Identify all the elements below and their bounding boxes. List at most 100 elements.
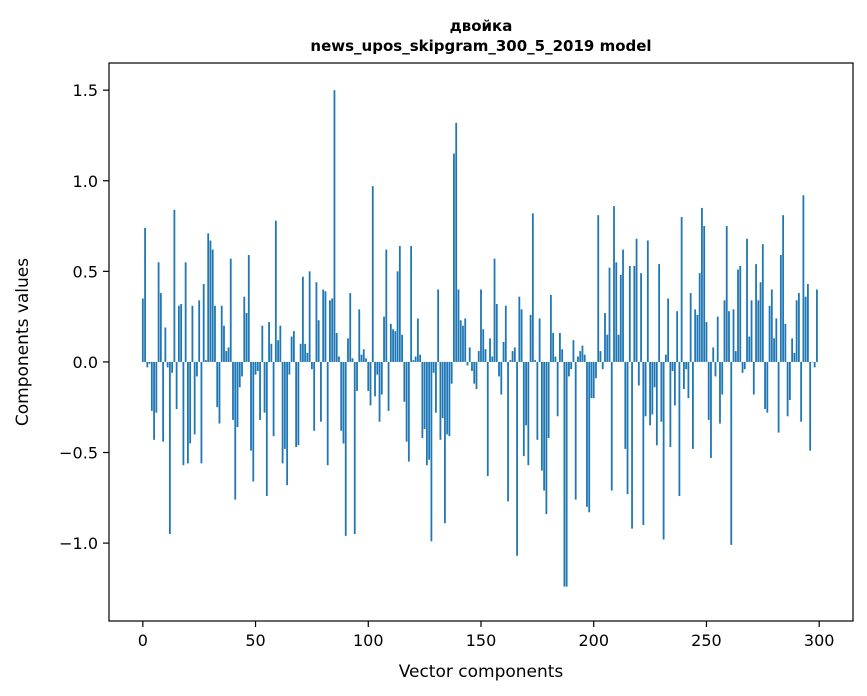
bar [604, 313, 606, 362]
bar [317, 320, 320, 362]
bar [669, 361, 672, 448]
bar [522, 361, 525, 457]
bar [480, 289, 482, 362]
bar [272, 361, 275, 437]
bar [473, 361, 476, 384]
bar [804, 296, 807, 362]
bar [640, 273, 642, 362]
bar [202, 284, 205, 362]
bar [678, 361, 681, 496]
bar [401, 334, 403, 362]
bar [283, 361, 286, 449]
bar [746, 238, 748, 362]
bar [748, 336, 751, 362]
bar [673, 361, 676, 406]
bar [800, 361, 803, 422]
x-tick-label: 50 [245, 631, 265, 650]
bar [308, 271, 311, 362]
y-tick-label: −0.5 [59, 444, 98, 463]
bar [723, 300, 726, 362]
bar [245, 313, 248, 362]
bar [342, 361, 345, 444]
bar [250, 361, 252, 451]
x-tick-label: 300 [804, 631, 835, 650]
bar [299, 343, 302, 362]
bar [739, 265, 742, 362]
bar [608, 267, 611, 362]
bar [464, 318, 467, 362]
chart-title: двойка [450, 17, 513, 35]
bar [491, 356, 494, 362]
bar [759, 282, 762, 362]
bar [241, 361, 243, 377]
bar [281, 361, 284, 464]
bar [577, 356, 579, 362]
bar [653, 361, 656, 388]
bar [425, 361, 428, 466]
bar [196, 361, 198, 377]
bar [236, 361, 239, 428]
bar [218, 361, 221, 424]
bar [376, 361, 379, 375]
bar [637, 361, 640, 386]
bar [356, 361, 358, 391]
bar [270, 343, 273, 362]
bar [714, 361, 717, 377]
bar [349, 293, 352, 362]
bar [198, 300, 201, 362]
bar [586, 361, 588, 507]
bar [232, 361, 234, 420]
bar [807, 284, 809, 362]
bar [489, 338, 491, 362]
bar [150, 361, 153, 411]
bar [360, 354, 363, 362]
y-axis-ticks: −1.0 −0.5 0.0 0.5 1.0 1.5 [59, 81, 109, 553]
bar [331, 298, 334, 362]
bar [191, 305, 194, 362]
bar [610, 361, 613, 491]
bar [180, 303, 183, 362]
bar [268, 322, 270, 362]
bar [315, 282, 318, 362]
bar [155, 361, 158, 413]
bar [486, 361, 489, 477]
bar [689, 293, 692, 362]
bar [153, 361, 155, 440]
bar [737, 269, 739, 362]
bar [286, 361, 289, 486]
bar [518, 296, 521, 362]
bar [205, 360, 207, 362]
bar [816, 289, 818, 362]
bar [766, 361, 769, 413]
bar [773, 338, 775, 362]
bar [247, 255, 250, 362]
bar [207, 233, 210, 362]
bar [378, 361, 381, 422]
bar [757, 300, 760, 362]
bar [450, 361, 453, 384]
bar [664, 354, 667, 362]
bar [365, 358, 367, 362]
bar [466, 361, 469, 366]
bar [556, 361, 559, 417]
bar [777, 361, 780, 433]
bar [667, 298, 670, 362]
bar [380, 361, 383, 395]
bar [615, 262, 618, 362]
bar [412, 360, 415, 362]
bar [750, 300, 753, 362]
bar [159, 293, 162, 362]
bar [292, 331, 295, 362]
bar [743, 361, 746, 370]
bar [187, 361, 189, 464]
bar [561, 349, 564, 362]
bar [791, 338, 794, 362]
bar [601, 361, 604, 370]
bar [795, 300, 798, 362]
bar [144, 227, 146, 362]
bar [200, 361, 203, 464]
bar [540, 361, 543, 471]
bar [441, 361, 444, 419]
bar [545, 361, 548, 515]
